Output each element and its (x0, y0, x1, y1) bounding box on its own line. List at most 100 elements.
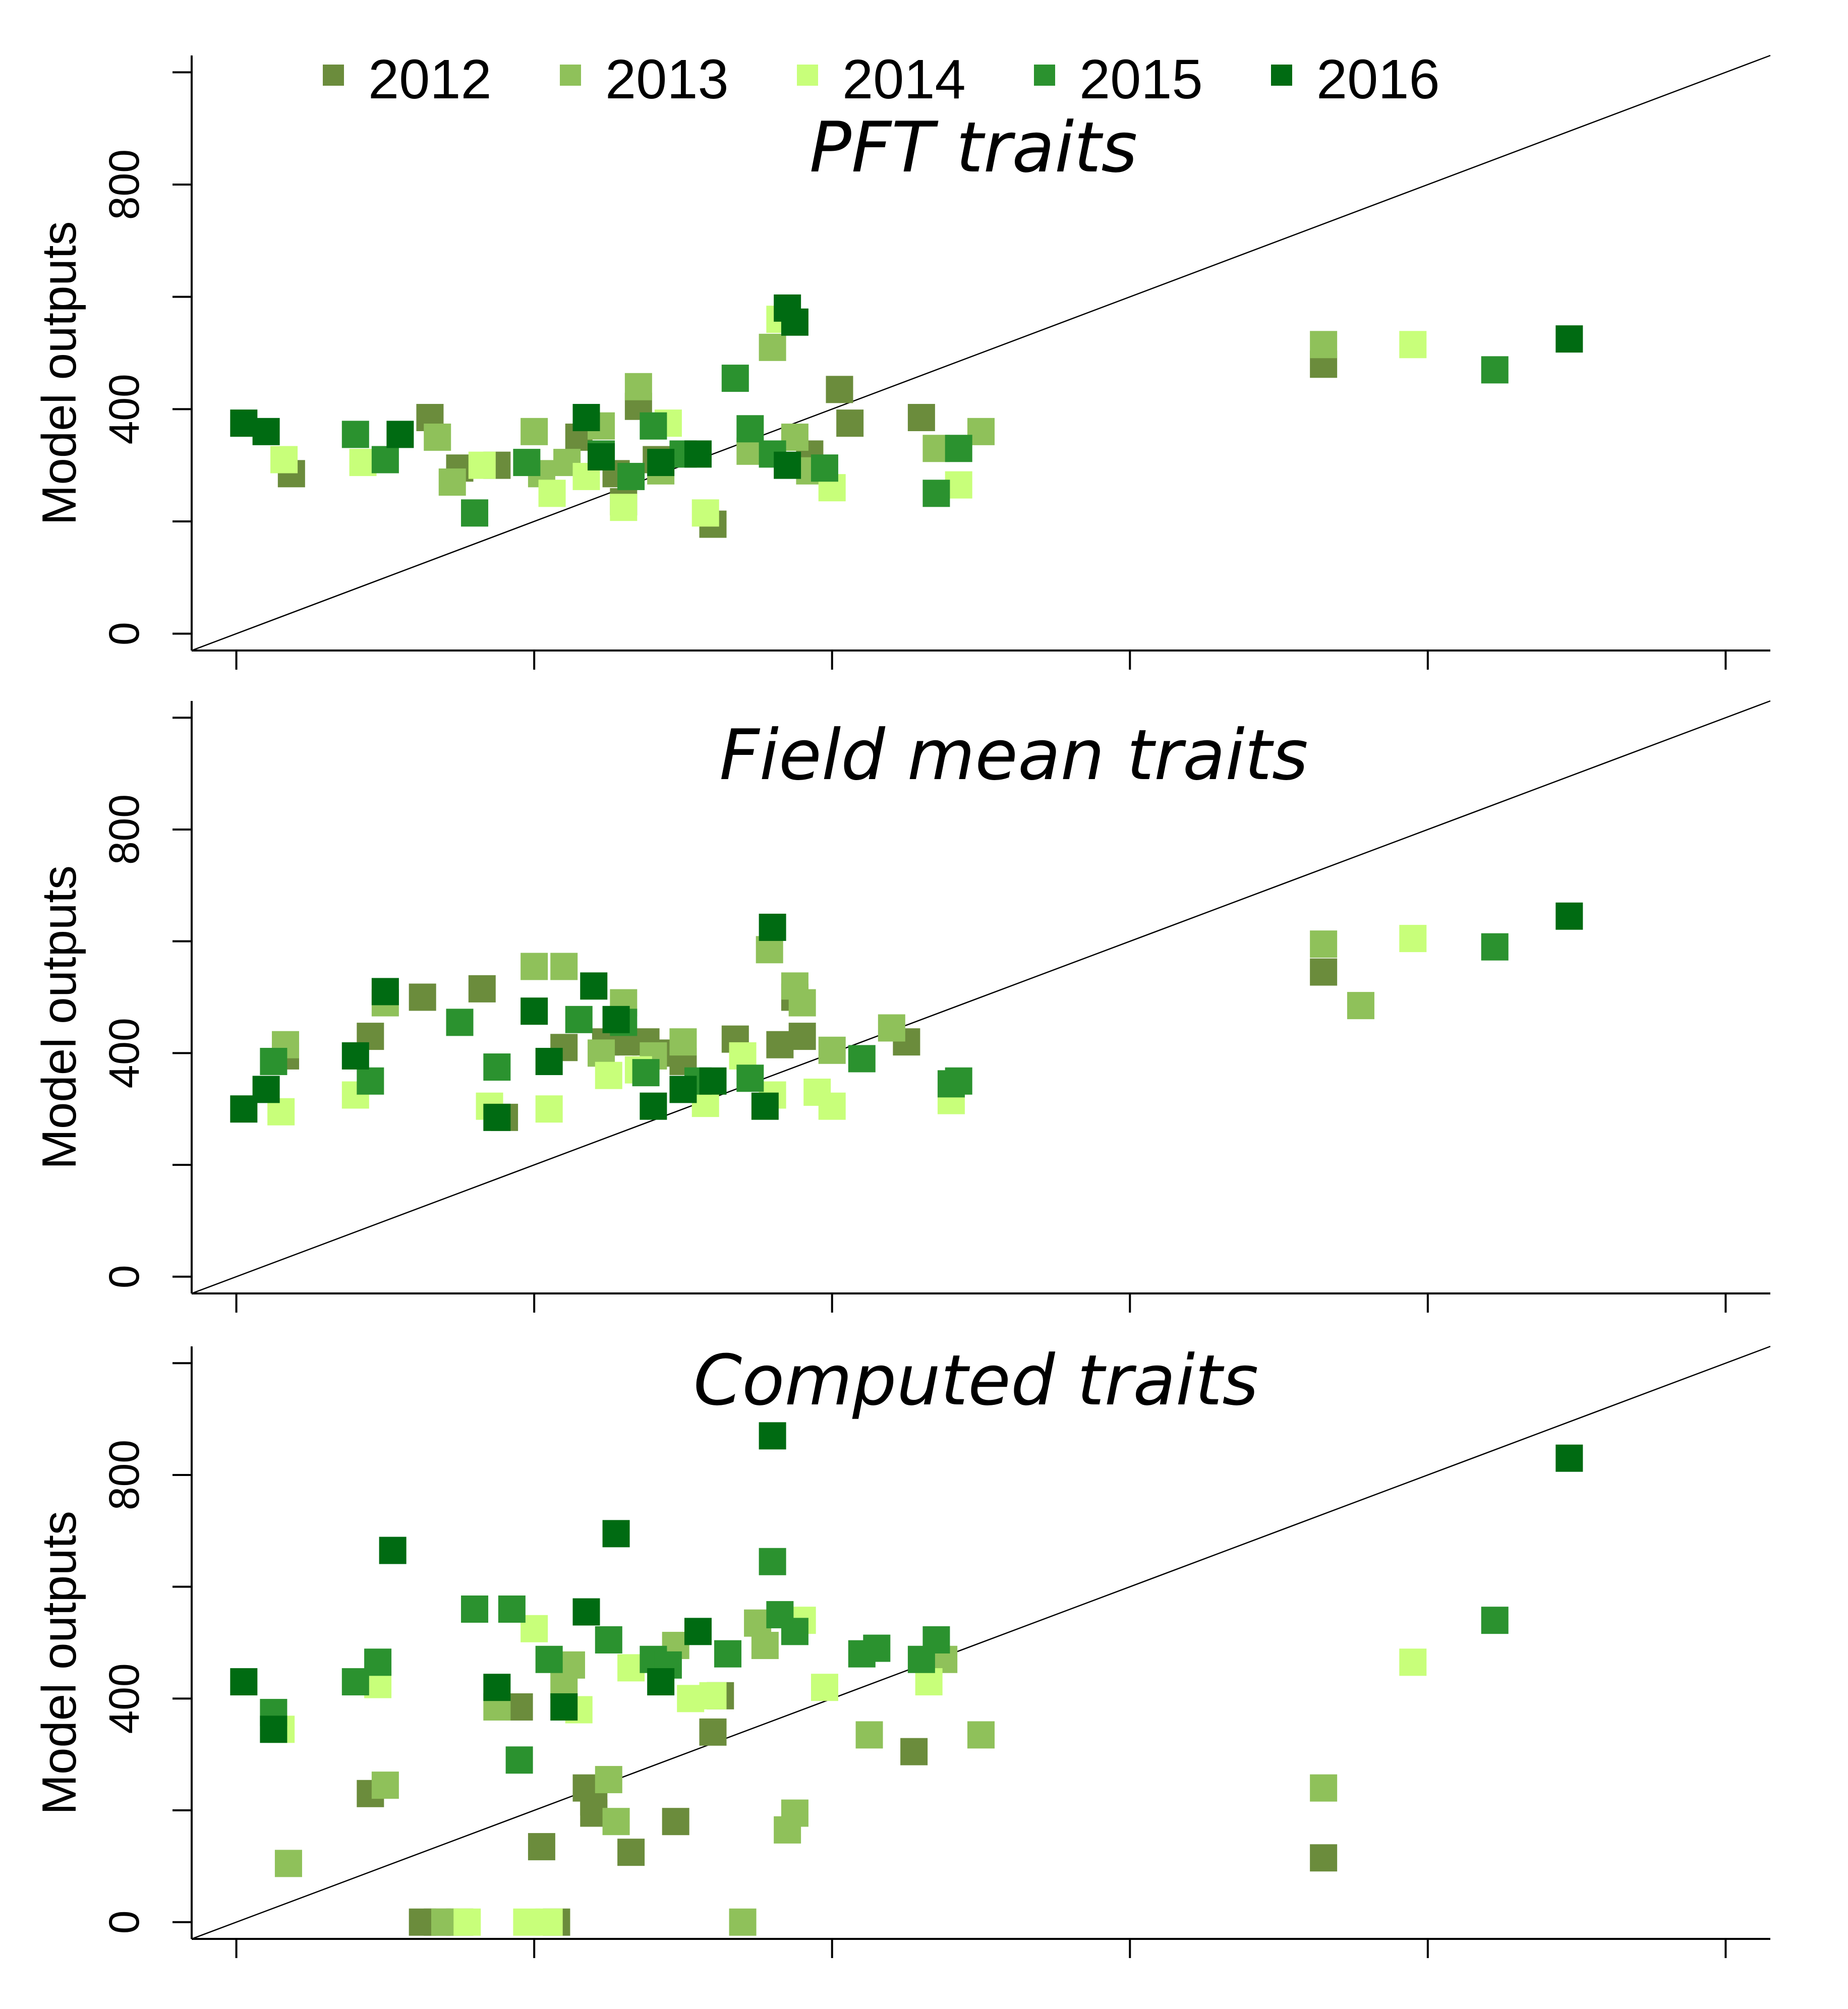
data-point-2016 (781, 308, 808, 336)
data-point-2015 (1481, 933, 1509, 961)
data-point-2012 (1310, 1844, 1338, 1872)
data-point-2014 (1399, 925, 1427, 953)
data-point-2016 (640, 1092, 667, 1120)
data-point-2015 (945, 435, 972, 462)
y-tick-label: 800 (100, 1440, 148, 1510)
y-tick-label: 400 (100, 374, 148, 444)
data-point-2013 (602, 1808, 630, 1836)
y-tick-label: 400 (100, 1663, 148, 1734)
data-point-2014 (270, 446, 298, 474)
data-point-2016 (379, 1537, 407, 1564)
data-point-2015 (595, 1626, 622, 1653)
data-point-2016 (647, 1668, 675, 1696)
data-point-2016 (260, 1716, 287, 1743)
data-point-2014 (535, 1908, 563, 1936)
data-point-2015 (483, 1053, 511, 1081)
data-point-2015 (617, 462, 645, 490)
data-point-2016 (550, 1693, 578, 1721)
y-tick-label: 400 (100, 1018, 148, 1088)
data-point-2015 (364, 1648, 392, 1676)
data-point-2012 (617, 1839, 645, 1866)
y-tick-label: 800 (100, 149, 148, 220)
y-axis-label: Model outputs (32, 221, 86, 525)
data-point-2014 (535, 1095, 563, 1123)
panel-field-mean-traits: 0 400 800 Model outputs Field mean traits (32, 700, 1771, 1313)
data-point-2012 (826, 376, 853, 403)
data-point-2012 (900, 1738, 928, 1765)
data-point-2014 (468, 451, 496, 479)
data-point-2015 (811, 454, 838, 482)
data-point-2015 (922, 480, 950, 507)
data-point-2013 (774, 1816, 801, 1844)
data-point-2016 (535, 1047, 563, 1075)
data-point-2013 (751, 1632, 779, 1660)
data-point-2016 (647, 449, 675, 477)
y-tick-label: 0 (100, 622, 148, 645)
data-point-2016 (580, 972, 608, 1000)
data-point-2013 (274, 1850, 302, 1877)
data-point-2016 (774, 451, 801, 479)
legend: 2012 2013 2014 2015 2016 (323, 48, 1440, 110)
data-point-2016 (341, 1042, 369, 1070)
data-point-2015 (461, 1595, 489, 1623)
data-point-2016 (684, 1618, 712, 1645)
y-tick-label: 0 (100, 1910, 148, 1934)
data-point-2013 (1347, 992, 1374, 1020)
data-point-2015 (1481, 356, 1509, 384)
data-point-2016 (602, 1006, 630, 1033)
data-point-2013 (624, 373, 652, 400)
data-point-2013 (1310, 331, 1338, 359)
panel-pft-traits: 0 400 800 Model outputs PFT traits (32, 54, 1771, 670)
data-point-2013 (967, 1721, 995, 1749)
legend-marker-2012 (323, 65, 344, 86)
data-point-2012 (1310, 958, 1338, 986)
data-point-2015 (446, 1009, 474, 1036)
data-point-2013 (424, 423, 451, 451)
data-point-2016 (252, 1076, 280, 1103)
data-point-2015 (341, 421, 369, 448)
legend-marker-2014 (797, 65, 818, 86)
panel-title: PFT traits (810, 107, 1138, 188)
data-point-2014 (811, 1674, 838, 1701)
data-point-2016 (602, 1520, 630, 1548)
data-point-2014 (1399, 331, 1427, 359)
data-point-2013 (669, 1028, 697, 1056)
data-point-2016 (1555, 1444, 1583, 1472)
data-point-2015 (632, 1059, 660, 1087)
legend-marker-2013 (560, 65, 581, 86)
data-point-2016 (1555, 325, 1583, 353)
one-to-one-line (191, 1345, 1771, 1940)
data-point-2016 (483, 1103, 511, 1131)
data-point-2015 (640, 412, 667, 440)
data-point-2015 (863, 1634, 891, 1662)
data-point-2015 (371, 446, 399, 474)
data-point-2015 (505, 1746, 533, 1774)
data-point-2014 (538, 480, 566, 507)
data-point-2013 (788, 989, 816, 1017)
panel-title: Computed traits (694, 1340, 1259, 1421)
data-point-2014 (453, 1908, 481, 1936)
data-point-2013 (855, 1721, 883, 1749)
data-point-2016 (699, 1067, 727, 1095)
data-point-2013 (521, 418, 548, 445)
data-point-2016 (669, 1076, 697, 1103)
legend-marker-2016 (1271, 65, 1292, 86)
data-point-2015 (260, 1047, 287, 1075)
data-point-2015 (565, 1006, 593, 1033)
data-point-2013 (878, 1014, 905, 1042)
data-point-2015 (357, 1067, 384, 1095)
data-point-2012 (468, 975, 496, 1002)
data-point-2016 (521, 997, 548, 1025)
data-point-2016 (572, 1598, 600, 1626)
data-point-2015 (498, 1595, 526, 1623)
data-point-2016 (572, 404, 600, 432)
data-point-2014 (595, 1061, 622, 1089)
data-point-2012 (788, 1023, 816, 1050)
data-point-2014 (818, 1092, 846, 1120)
panel-computed-traits: 0 400 800 Model outputs Computed traits (32, 1340, 1771, 1958)
legend-marker-2015 (1034, 65, 1055, 86)
legend-label-2014: 2014 (842, 48, 966, 110)
data-point-2015 (535, 1645, 563, 1673)
legend-label-2016: 2016 (1316, 48, 1440, 110)
y-tick-label: 800 (100, 794, 148, 865)
